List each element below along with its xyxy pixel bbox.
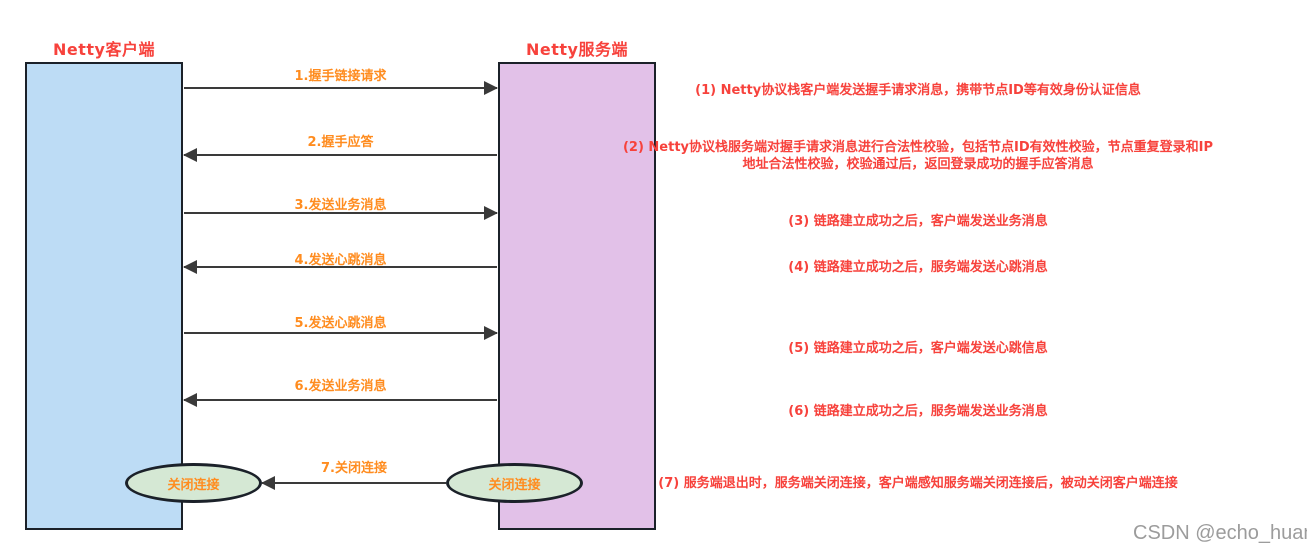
arrowhead-icon [484,81,498,95]
message-3-arrow-right-icon [184,206,498,220]
message-7-arrow-left-icon [261,476,446,490]
arrowhead-icon [484,206,498,220]
message-2-label: 2.握手应答 [307,135,374,150]
client-lifeline [25,62,183,530]
arrowhead-icon [183,393,197,407]
message-6-arrow-left-icon [183,393,497,407]
message-4-arrow-left-icon [183,260,497,274]
annotation-5-line: (5) 链路建立成功之后，客户端发送心跳信息 [788,341,1048,356]
annotation-2-line: 地址合法性校验，校验通过后，返回登录成功的握手应答消息 [742,157,1094,172]
annotation-3: (3) 链路建立成功之后，客户端发送业务消息 [608,213,1228,230]
close-node-server-label: 关闭连接 [488,477,541,493]
message-4-label: 4.发送心跳消息 [294,253,387,268]
message-6-label: 6.发送业务消息 [294,379,387,394]
message-2-arrow-left-icon [183,148,497,162]
server-title: Netty服务端 [526,40,628,59]
client-title: Netty客户端 [53,40,155,59]
message-1-arrow-right-icon [184,81,498,95]
arrowhead-icon [183,260,197,274]
arrowhead-icon [261,476,275,490]
annotation-4-line: (4) 链路建立成功之后，服务端发送心跳消息 [788,260,1048,275]
arrowhead-icon [183,148,197,162]
annotation-6: (6) 链路建立成功之后，服务端发送业务消息 [608,403,1228,420]
annotation-5: (5) 链路建立成功之后，客户端发送心跳信息 [608,340,1228,357]
message-3-label: 3.发送业务消息 [294,198,387,213]
annotation-7-line: (7) 服务端退出时，服务端关闭连接，客户端感知服务端关闭连接后，被动关闭客户端… [658,476,1178,491]
annotation-2: (2) Netty协议栈服务端对握手请求消息进行合法性校验，包括节点ID有效性校… [608,139,1228,173]
message-1-label: 1.握手链接请求 [294,69,387,84]
annotation-4: (4) 链路建立成功之后，服务端发送心跳消息 [608,259,1228,276]
message-5-arrow-right-icon [184,326,498,340]
annotation-1-line: (1) Netty协议栈客户端发送握手请求消息，携带节点ID等有效身份认证信息 [695,83,1141,98]
watermark: CSDN @echo_huangshi [1133,522,1307,544]
close-node-client-label: 关闭连接 [167,477,220,493]
close-node-server: 关闭连接 [446,463,583,503]
annotation-3-line: (3) 链路建立成功之后，客户端发送业务消息 [788,214,1048,229]
server-lifeline [498,62,656,530]
message-5-label: 5.发送心跳消息 [294,316,387,331]
arrowhead-icon [484,326,498,340]
annotation-2-line: (2) Netty协议栈服务端对握手请求消息进行合法性校验，包括节点ID有效性校… [622,140,1214,155]
annotation-1: (1) Netty协议栈客户端发送握手请求消息，携带节点ID等有效身份认证信息 [608,82,1228,99]
message-7-label: 7.关闭连接 [321,461,387,476]
annotation-7: (7) 服务端退出时，服务端关闭连接，客户端感知服务端关闭连接后，被动关闭客户端… [608,475,1228,492]
close-node-client: 关闭连接 [125,463,262,503]
annotation-6-line: (6) 链路建立成功之后，服务端发送业务消息 [788,404,1048,419]
